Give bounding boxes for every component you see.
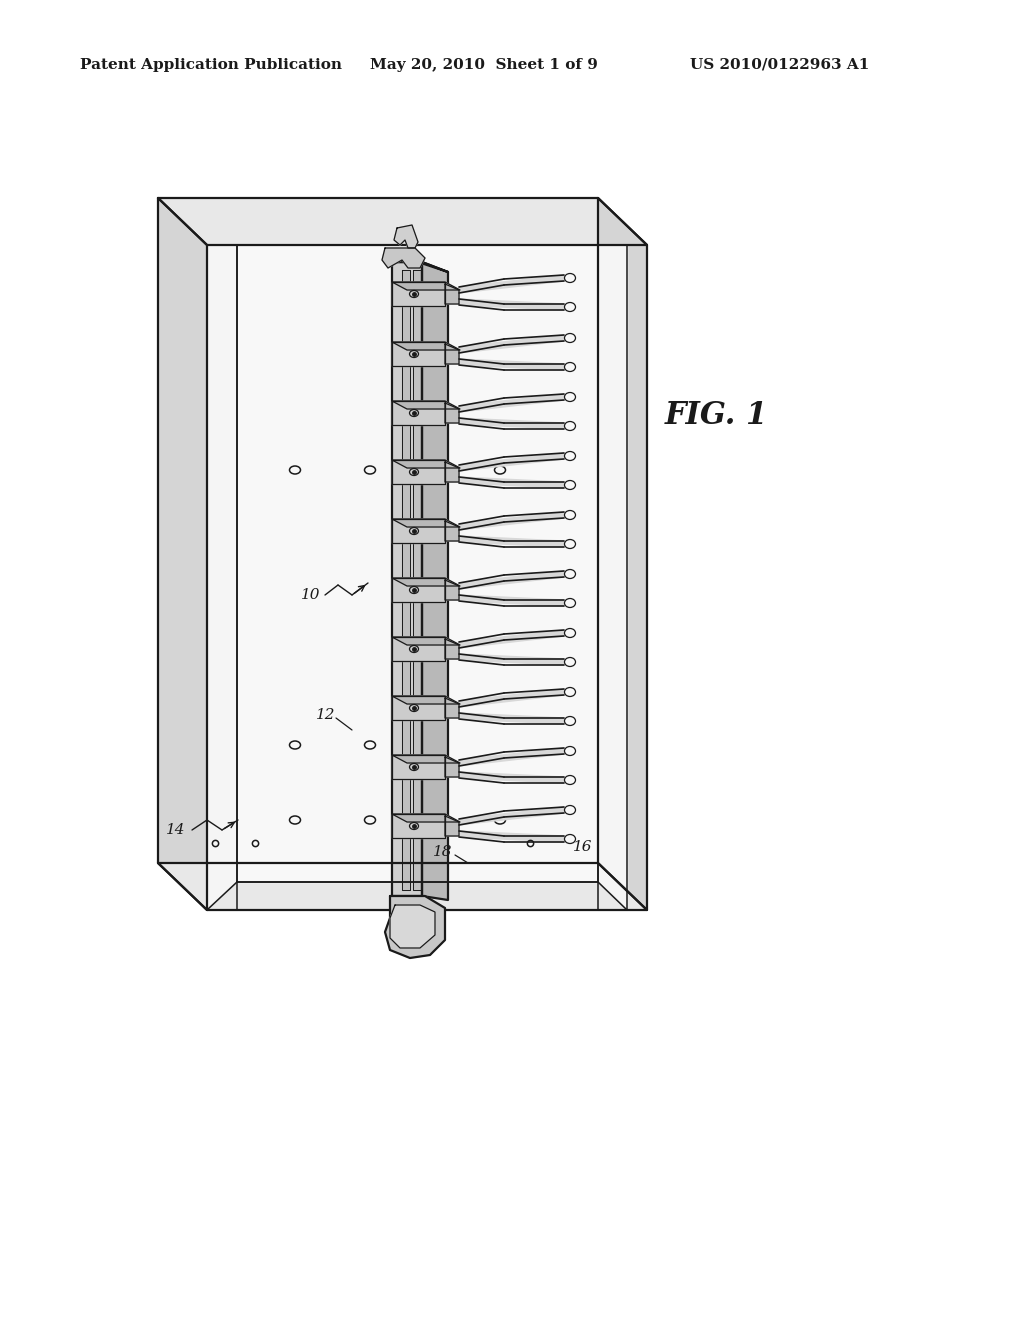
- Polygon shape: [392, 578, 445, 602]
- Polygon shape: [392, 755, 445, 779]
- Polygon shape: [459, 832, 564, 842]
- Polygon shape: [445, 639, 459, 659]
- Polygon shape: [459, 275, 564, 293]
- Polygon shape: [459, 748, 564, 766]
- Polygon shape: [459, 453, 564, 471]
- Polygon shape: [459, 300, 564, 310]
- Polygon shape: [402, 271, 410, 890]
- Polygon shape: [392, 696, 460, 704]
- Polygon shape: [382, 248, 425, 268]
- Polygon shape: [158, 198, 207, 909]
- Polygon shape: [413, 271, 421, 890]
- Polygon shape: [459, 630, 564, 648]
- Polygon shape: [445, 756, 459, 777]
- Polygon shape: [392, 342, 460, 350]
- Polygon shape: [445, 462, 459, 482]
- Polygon shape: [392, 261, 449, 272]
- Polygon shape: [392, 638, 445, 661]
- Text: Patent Application Publication: Patent Application Publication: [80, 58, 342, 73]
- Text: 18: 18: [432, 845, 452, 859]
- Polygon shape: [598, 246, 627, 909]
- Polygon shape: [392, 519, 445, 543]
- Polygon shape: [158, 863, 647, 909]
- Polygon shape: [459, 572, 564, 589]
- Polygon shape: [459, 807, 564, 825]
- Polygon shape: [459, 359, 564, 370]
- Polygon shape: [392, 696, 445, 719]
- Polygon shape: [459, 418, 564, 429]
- Polygon shape: [392, 459, 460, 469]
- Polygon shape: [459, 772, 564, 783]
- Polygon shape: [392, 519, 460, 527]
- Polygon shape: [392, 814, 460, 822]
- Polygon shape: [394, 224, 418, 248]
- Polygon shape: [459, 595, 564, 606]
- Polygon shape: [392, 342, 445, 366]
- Polygon shape: [445, 284, 459, 304]
- Polygon shape: [445, 816, 459, 836]
- Text: 12: 12: [315, 708, 335, 722]
- Text: 14: 14: [166, 822, 185, 837]
- Polygon shape: [392, 755, 460, 763]
- Polygon shape: [392, 401, 445, 425]
- Polygon shape: [445, 521, 459, 541]
- Polygon shape: [459, 393, 564, 412]
- Polygon shape: [459, 536, 564, 546]
- Polygon shape: [459, 653, 564, 665]
- Polygon shape: [392, 261, 422, 896]
- Text: May 20, 2010  Sheet 1 of 9: May 20, 2010 Sheet 1 of 9: [370, 58, 598, 73]
- Polygon shape: [445, 698, 459, 718]
- Polygon shape: [390, 906, 435, 948]
- Text: 10: 10: [300, 587, 319, 602]
- Polygon shape: [158, 198, 647, 246]
- Polygon shape: [459, 689, 564, 708]
- Polygon shape: [459, 713, 564, 723]
- Polygon shape: [392, 401, 460, 409]
- Polygon shape: [392, 459, 445, 484]
- Polygon shape: [422, 261, 449, 900]
- Text: US 2010/0122963 A1: US 2010/0122963 A1: [690, 58, 869, 73]
- Polygon shape: [459, 512, 564, 531]
- Polygon shape: [385, 896, 445, 958]
- Polygon shape: [392, 578, 460, 586]
- Polygon shape: [237, 246, 598, 882]
- Polygon shape: [445, 579, 459, 601]
- Polygon shape: [459, 335, 564, 352]
- Polygon shape: [445, 403, 459, 422]
- Polygon shape: [392, 282, 445, 306]
- Polygon shape: [392, 638, 460, 645]
- Polygon shape: [459, 477, 564, 488]
- Polygon shape: [445, 345, 459, 364]
- Polygon shape: [207, 246, 237, 909]
- Text: FIG. 1: FIG. 1: [665, 400, 768, 430]
- Text: 16: 16: [573, 840, 593, 854]
- Polygon shape: [207, 882, 627, 909]
- Polygon shape: [392, 282, 460, 290]
- Polygon shape: [392, 814, 445, 838]
- Polygon shape: [598, 198, 647, 909]
